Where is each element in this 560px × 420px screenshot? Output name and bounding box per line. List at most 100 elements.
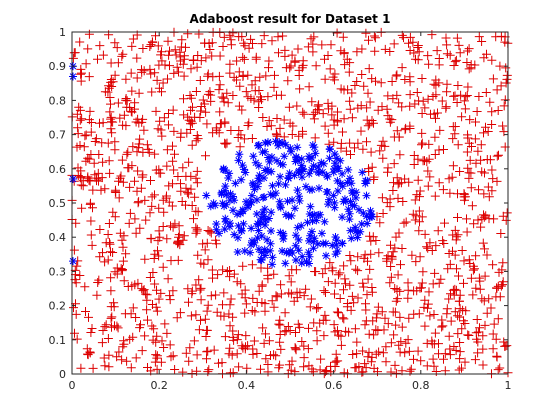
data-point-plus [420,321,430,331]
data-point-plus [391,296,401,306]
data-point-plus [378,348,388,358]
data-point-plus [81,59,91,69]
data-point-plus [106,247,115,257]
data-point-asterisk [254,220,263,229]
data-point-plus [492,85,502,95]
data-point-plus [339,114,349,124]
data-point-plus [195,285,205,295]
data-point-asterisk [329,191,338,200]
data-point-plus [140,254,150,264]
data-point-asterisk [69,257,77,266]
data-point-plus [69,303,78,313]
data-point-plus [356,126,366,136]
data-point-plus [191,87,201,96]
data-point-plus [420,229,430,239]
data-point-plus [477,214,487,224]
data-point-plus [165,46,174,56]
data-point-plus [164,109,173,118]
data-point-plus [182,188,192,198]
data-point-plus [143,315,152,325]
data-point-plus [290,57,300,67]
data-point-plus [86,198,95,208]
data-point-plus [479,212,489,222]
data-point-plus [192,166,202,176]
data-point-plus [176,128,186,138]
data-point-plus [397,322,407,332]
data-point-plus [339,85,349,95]
data-point-asterisk [328,241,337,250]
data-point-plus [489,319,499,329]
data-point-plus [76,166,86,176]
data-point-plus [140,195,150,205]
data-point-plus [488,329,498,339]
data-point-plus [205,45,215,54]
data-point-plus [201,53,211,63]
series-red-plus [67,27,513,379]
data-point-plus [488,260,498,270]
data-point-plus [358,278,368,288]
data-point-plus [203,226,213,235]
data-point-plus [474,185,483,195]
data-point-plus [466,63,476,73]
data-point-plus [238,52,248,62]
data-point-plus [304,323,313,333]
data-point-plus [465,155,475,165]
data-point-plus [103,230,113,239]
data-point-plus [119,339,129,349]
data-point-plus [482,250,492,260]
data-point-plus [366,249,376,259]
data-point-plus [202,238,212,248]
data-point-plus [177,197,187,206]
data-point-plus [320,367,330,377]
data-point-plus [83,350,93,360]
data-point-plus [75,115,85,125]
data-point-plus [344,67,354,77]
data-point-plus [232,56,242,66]
data-point-plus [121,94,131,103]
data-point-plus [252,349,262,358]
data-point-plus [138,286,148,296]
data-point-plus [428,92,438,101]
data-point-plus [409,48,419,58]
data-point-plus [358,346,368,356]
data-point-plus [333,107,342,117]
data-point-asterisk [268,253,277,262]
data-point-plus [345,138,355,148]
data-point-plus [222,267,232,276]
data-point-plus [380,313,390,323]
data-point-plus [363,88,373,98]
data-point-asterisk [263,138,272,147]
data-point-plus [377,193,387,203]
data-point-plus [454,296,464,306]
data-point-asterisk [348,189,357,198]
data-point-plus [437,322,447,332]
data-point-plus [174,67,183,77]
data-point-asterisk [352,227,360,236]
data-point-plus [347,88,357,98]
data-point-plus [215,107,225,117]
data-point-plus [478,344,488,354]
data-point-plus [88,185,98,195]
data-point-asterisk [351,223,360,232]
data-point-plus [274,319,284,329]
data-point-plus [105,239,115,249]
data-point-plus [165,340,175,350]
data-point-asterisk [329,168,338,177]
data-point-plus [429,79,439,89]
data-point-plus [104,350,114,360]
data-point-asterisk [215,229,223,238]
data-point-plus [438,321,448,331]
data-point-plus [125,208,135,218]
data-point-plus [312,336,322,346]
data-point-plus [373,367,382,377]
data-point-plus [363,352,373,362]
data-point-plus [470,355,480,365]
data-point-plus [345,251,355,260]
data-point-plus [77,68,86,78]
data-point-plus [264,116,274,126]
data-point-plus [307,97,317,107]
data-point-plus [359,282,369,292]
data-point-plus [494,150,503,160]
data-point-plus [165,61,174,71]
data-point-plus [121,249,131,259]
